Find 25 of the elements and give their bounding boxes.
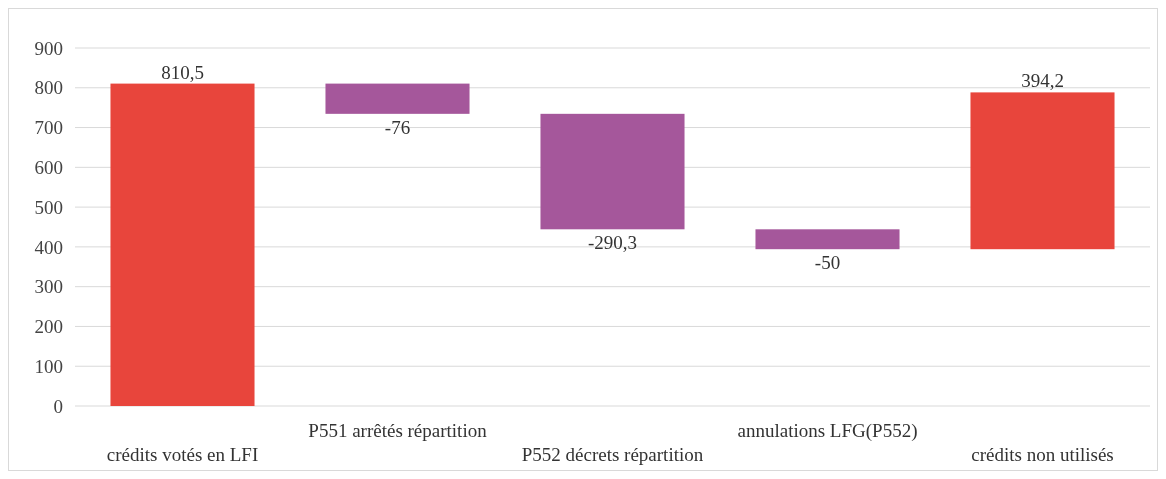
data-label: -76 (384, 116, 411, 138)
bar (970, 92, 1115, 250)
data-label: 810,5 (161, 61, 204, 83)
x-tick-label: crédits votés en LFI (106, 444, 259, 465)
y-tick-label: 500 (34, 196, 63, 218)
bar (110, 83, 255, 406)
y-tick-label: 200 (34, 316, 63, 338)
y-tick-label: 700 (34, 117, 63, 139)
bar (325, 83, 470, 114)
y-tick-label: 0 (53, 395, 63, 417)
y-tick-label: 900 (34, 37, 63, 59)
y-tick-label: 300 (34, 276, 63, 298)
bar (540, 113, 685, 230)
y-tick-label: 600 (34, 156, 63, 178)
bar (755, 229, 900, 250)
x-tick-label: P552 décrets répartition (521, 444, 704, 465)
data-label: 394,2 (1021, 70, 1064, 92)
x-tick-label: annulations LFG(P552) (737, 420, 918, 442)
data-label: -290,3 (587, 232, 638, 254)
x-tick-label: crédits non utilisés (971, 444, 1114, 465)
x-tick-label: P551 arrêtés répartition (308, 420, 488, 441)
data-label: -50 (814, 252, 841, 274)
y-tick-label: 100 (34, 355, 63, 377)
y-tick-label: 400 (34, 236, 63, 258)
y-tick-label: 800 (34, 77, 63, 99)
